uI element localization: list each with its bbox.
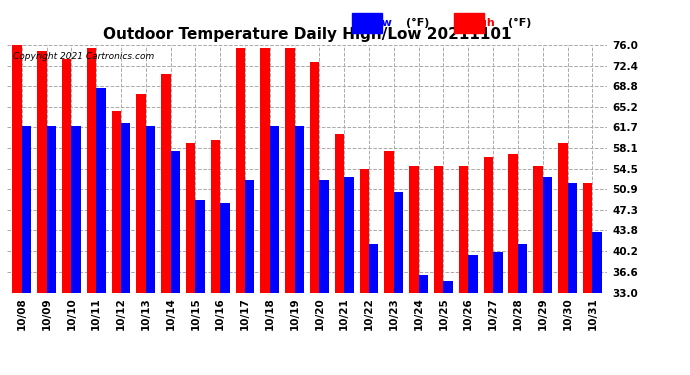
FancyBboxPatch shape — [454, 13, 484, 33]
Bar — [384, 152, 394, 292]
Bar — [459, 166, 469, 292]
Bar — [87, 48, 96, 292]
Bar — [484, 157, 493, 292]
Bar — [409, 166, 419, 292]
Bar — [62, 59, 71, 292]
Bar — [112, 111, 121, 292]
Bar — [71, 126, 81, 292]
Bar — [186, 143, 195, 292]
Bar — [146, 126, 155, 292]
Bar — [394, 192, 403, 292]
FancyBboxPatch shape — [352, 13, 382, 33]
Bar — [319, 180, 329, 292]
Bar — [533, 166, 543, 292]
Bar — [270, 126, 279, 292]
Text: (°F): (°F) — [508, 18, 531, 28]
Bar — [220, 203, 230, 292]
Bar — [310, 62, 319, 292]
Bar — [509, 154, 518, 292]
Bar — [37, 51, 47, 292]
Text: (°F): (°F) — [406, 18, 429, 28]
Bar — [344, 177, 354, 292]
Bar — [137, 94, 146, 292]
Bar — [359, 169, 369, 292]
Bar — [419, 275, 428, 292]
Bar — [96, 88, 106, 292]
Bar — [295, 126, 304, 292]
Bar — [121, 123, 130, 292]
Bar — [245, 180, 255, 292]
Bar — [260, 48, 270, 292]
Bar — [170, 152, 180, 292]
Bar — [583, 183, 592, 292]
Bar — [493, 252, 502, 292]
Bar — [469, 255, 477, 292]
Bar — [518, 244, 527, 292]
Bar — [12, 45, 22, 292]
Text: Copyright 2021 Cartronics.com: Copyright 2021 Cartronics.com — [13, 53, 154, 62]
Bar — [543, 177, 552, 292]
Bar — [335, 134, 344, 292]
Bar — [592, 232, 602, 292]
Bar — [285, 48, 295, 292]
Bar — [558, 143, 567, 292]
Bar — [47, 126, 56, 292]
Bar — [567, 183, 577, 292]
Bar — [22, 126, 31, 292]
Bar — [434, 166, 444, 292]
Title: Outdoor Temperature Daily High/Low 20211101: Outdoor Temperature Daily High/Low 20211… — [103, 27, 511, 42]
Bar — [161, 74, 170, 292]
Bar — [444, 281, 453, 292]
Bar — [195, 200, 205, 292]
Bar — [369, 244, 379, 292]
Bar — [235, 48, 245, 292]
Bar — [211, 140, 220, 292]
Text: High: High — [466, 18, 495, 28]
Text: Low: Low — [367, 18, 392, 28]
